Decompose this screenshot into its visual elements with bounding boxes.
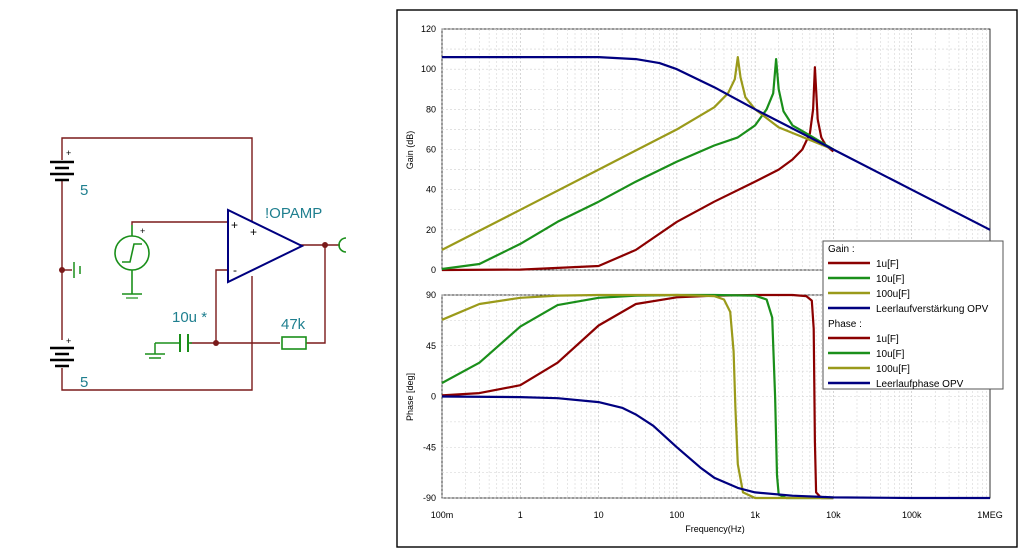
phase-ytick-label: 0 (431, 392, 436, 402)
gain-panel: 0 20 40 60 80 100 120 (421, 24, 991, 275)
phase-series-3 (441, 395, 990, 500)
battery-top[interactable]: + 5 (50, 148, 88, 199)
frequency-axis-label: Frequency(Hz) (685, 524, 745, 534)
phase-series-2 (441, 293, 834, 500)
xtick-label: 10 (594, 510, 604, 520)
gain-axis-label: Gain (dB) (405, 131, 415, 170)
battery-top-plus: + (66, 148, 71, 158)
capacitor[interactable]: 10u * (155, 309, 207, 352)
circuit-wires (61, 137, 340, 391)
output-junction (322, 242, 328, 248)
phase-axis-label: Phase [deg] (405, 373, 415, 421)
phase-ytick-label: 45 (426, 341, 436, 351)
battery-bottom-label: 5 (80, 374, 88, 391)
legend-phase-item-label: 10u[F] (876, 349, 905, 360)
xtick-label: 100 (669, 510, 684, 520)
legend-gain-item-label: 1u[F] (876, 259, 899, 270)
legend-phase-header: Phase : (828, 319, 862, 330)
opamp-label: !OPAMP (265, 205, 322, 222)
signal-source[interactable]: + (114, 225, 150, 299)
opamp-minus: - (233, 263, 237, 277)
legend: Gain : Phase : 1u[F] 10u[F] 100u[F] Leerlau… (822, 240, 1004, 390)
ground-symbol-left (73, 262, 81, 278)
xtick-label: 1k (750, 510, 760, 520)
legend-phase-item-label: Leerlaufphase OPV (876, 379, 964, 390)
gain-ytick-label: 80 (426, 104, 436, 114)
battery-bottom[interactable]: + 5 (50, 336, 88, 391)
circuit-schematic: + 5 + 5 + + + - !OPAMP 10 (50, 137, 347, 391)
gain-series-3 (442, 55, 991, 231)
battery-bottom-plus: + (66, 336, 71, 346)
gain-ytick-label: 60 (426, 145, 436, 155)
phase-ytick-label: -90 (423, 493, 436, 503)
phase-ytick-label: 90 (426, 290, 436, 300)
battery-top-label: 5 (80, 182, 88, 199)
legend-phase-item-label: 1u[F] (876, 334, 899, 345)
opamp-symbol[interactable]: + + - !OPAMP (227, 205, 322, 284)
xtick-label: 100k (902, 510, 922, 520)
gain-series-1 (441, 57, 834, 271)
xtick-label: 1 (518, 510, 523, 520)
source-plus: + (140, 226, 145, 236)
phase-ytick-label: -45 (423, 442, 436, 452)
feedback-junction (213, 340, 219, 346)
resistor[interactable]: 47k (281, 316, 307, 350)
gain-ytick-label: 20 (426, 225, 436, 235)
phase-series-1 (441, 293, 834, 500)
legend-phase-item-label: 100u[F] (876, 364, 910, 375)
resistor-label: 47k (281, 316, 306, 333)
xtick-label: 10k (826, 510, 841, 520)
gain-series-0 (441, 66, 835, 272)
gain-ytick-label: 120 (421, 24, 436, 34)
capacitor-label: 10u * (172, 309, 207, 326)
opamp-plus: + (231, 218, 238, 232)
ground-symbol-bottom (145, 343, 165, 359)
junction-dot (59, 267, 65, 273)
xtick-label: 1MEG (977, 510, 1003, 520)
gain-ytick-label: 0 (431, 265, 436, 275)
opamp-plus-supply: + (250, 225, 257, 239)
gain-ytick-label: 40 (426, 185, 436, 195)
legend-gain-item-label: Leerlaufverstärkung OPV (876, 304, 989, 315)
legend-gain-item-label: 100u[F] (876, 289, 910, 300)
gain-ytick-label: 100 (421, 64, 436, 74)
legend-gain-item-label: 10u[F] (876, 274, 905, 285)
output-terminal[interactable] (338, 237, 347, 253)
legend-gain-header: Gain : (828, 244, 855, 255)
xtick-label: 100m (431, 510, 454, 520)
